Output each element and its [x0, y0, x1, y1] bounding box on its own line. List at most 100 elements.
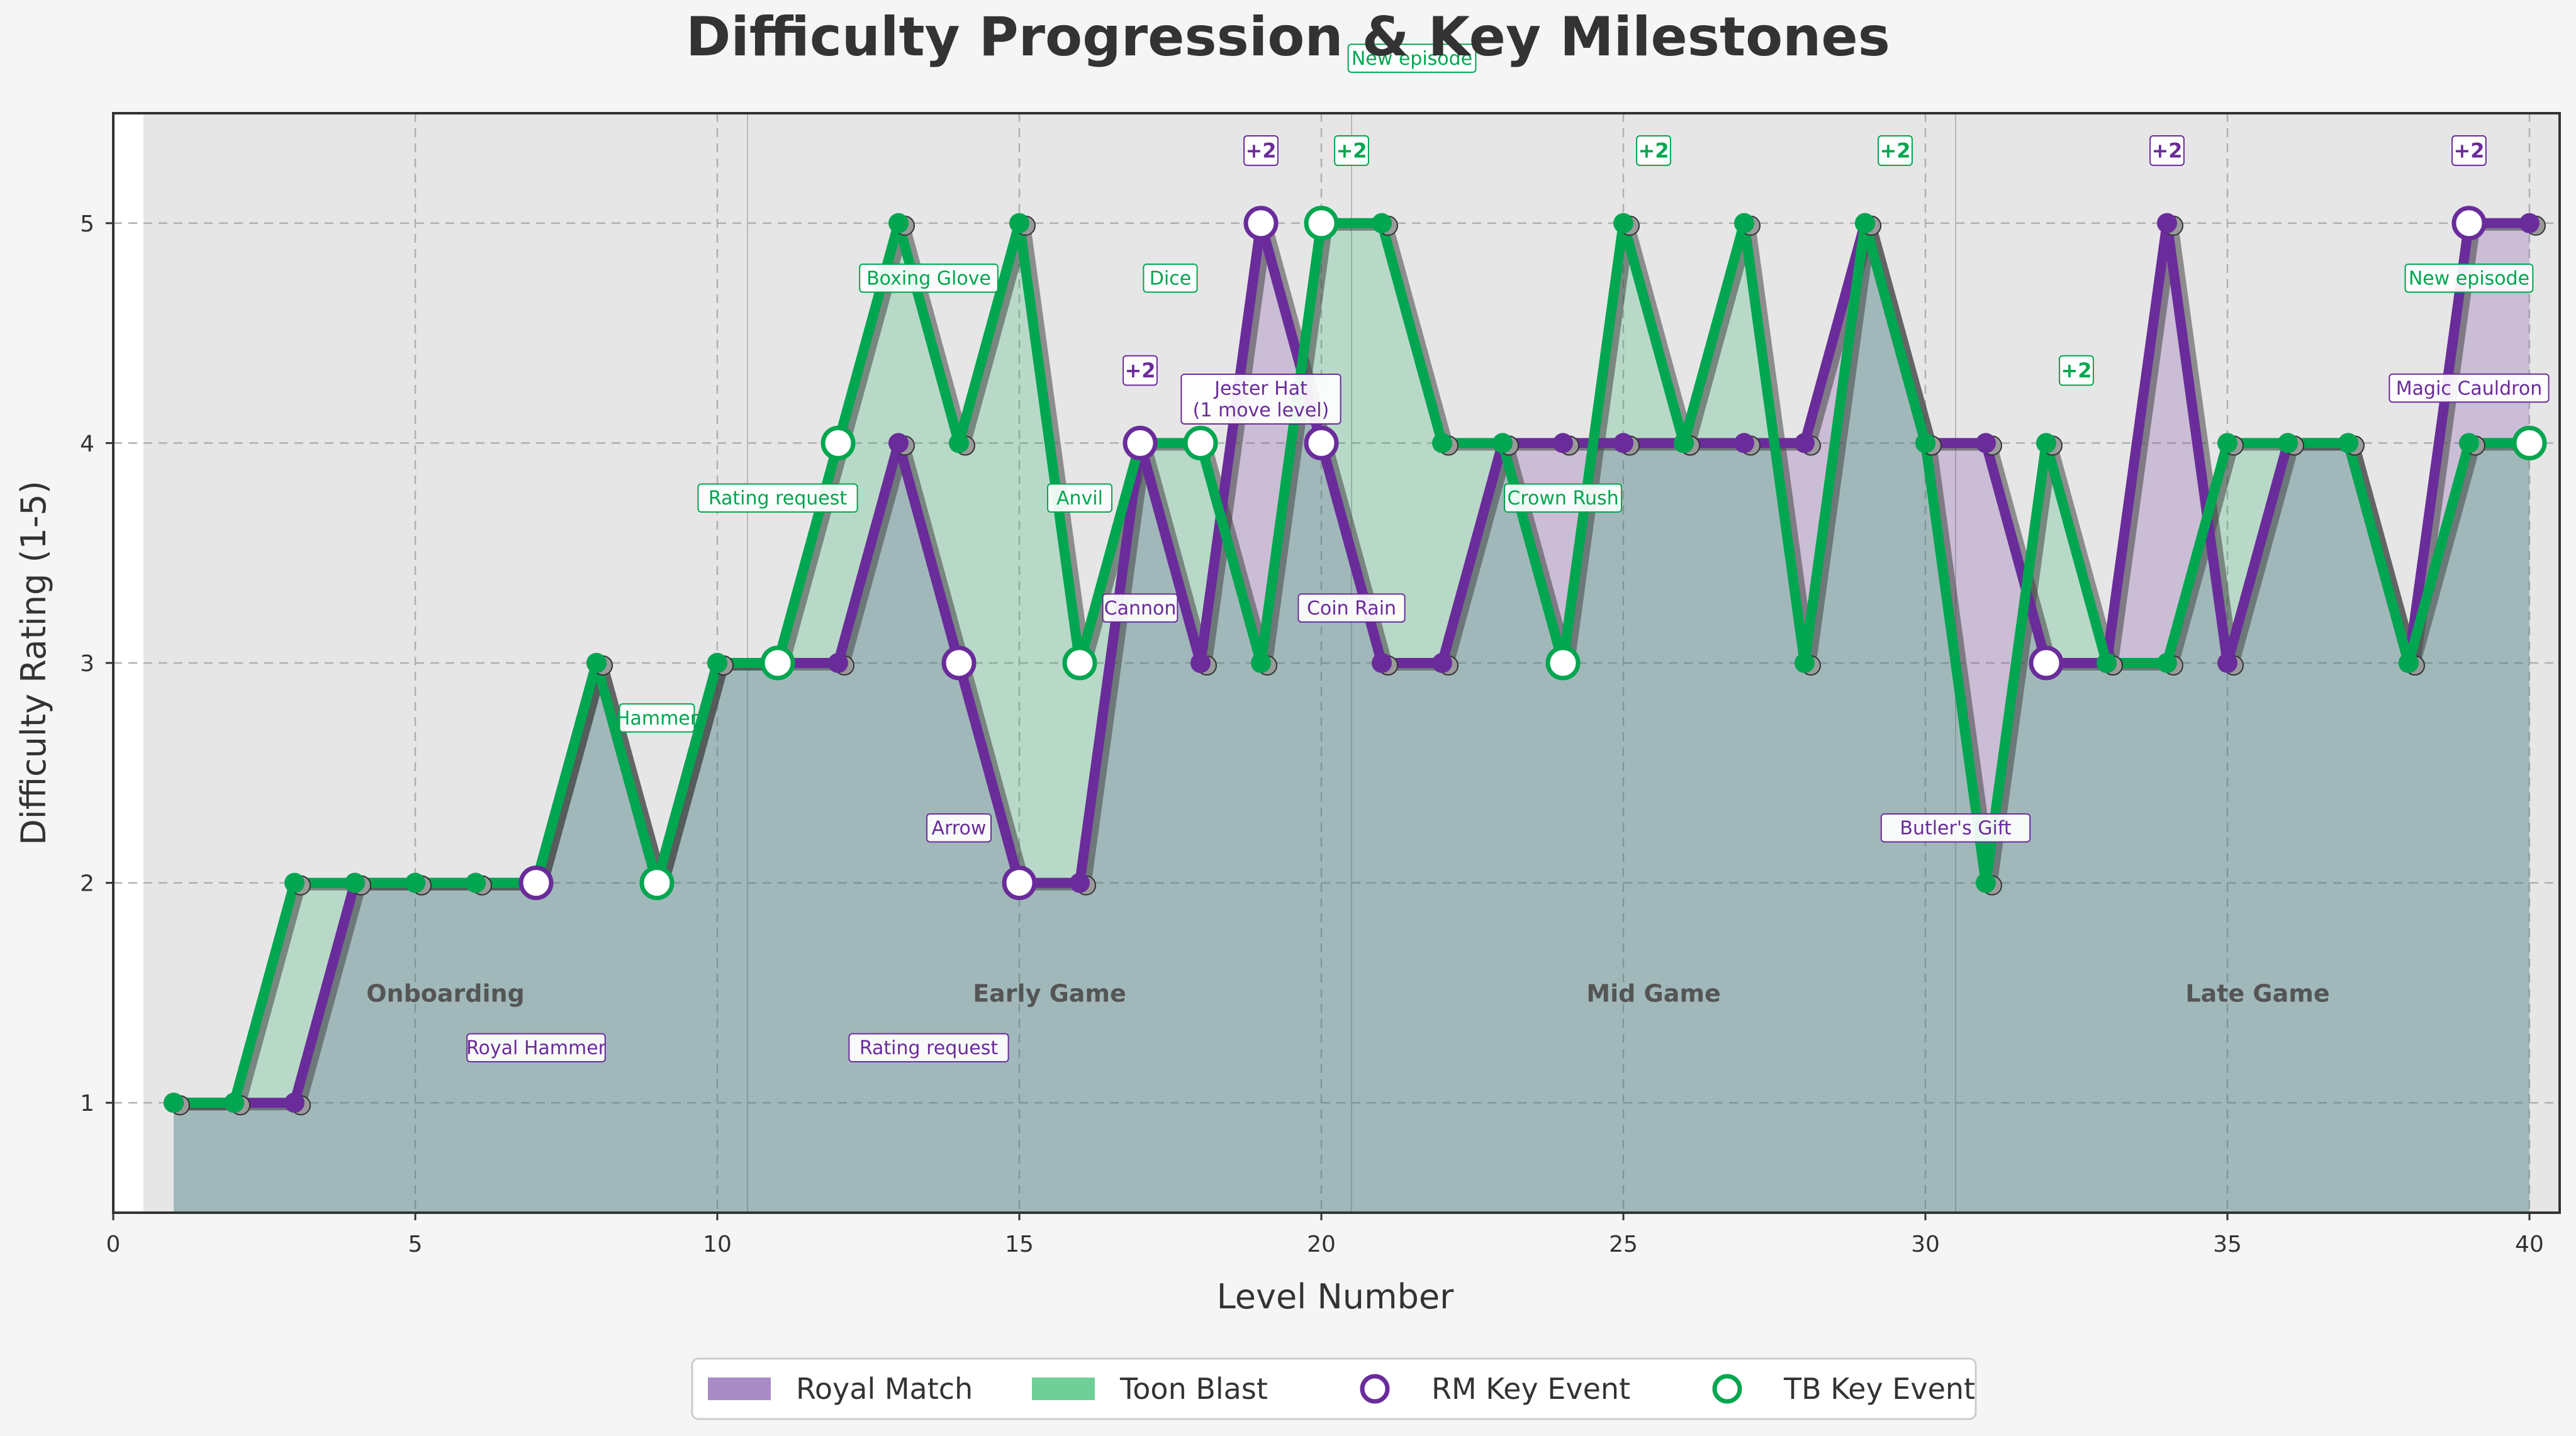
tb-event-label: Hammer — [616, 703, 698, 733]
tb-event-label-text: Anvil — [1056, 487, 1103, 509]
rm-plus-badge-box — [2451, 135, 2487, 166]
toon-blast-point — [284, 872, 305, 893]
royal-match-point — [888, 433, 909, 454]
rm-event-label-text: Coin Rain — [1307, 598, 1396, 620]
tb-key-event-marker — [820, 425, 856, 460]
rm-event-label-box — [1297, 593, 1406, 623]
royal-match-point — [1613, 433, 1633, 454]
tb-plus-badge: +2 — [1878, 135, 1913, 166]
legend-swatch — [708, 1378, 771, 1400]
x-tick-label: 25 — [1609, 1232, 1638, 1257]
y-tick-label: 2 — [80, 871, 94, 897]
rm-event-label-box — [848, 1033, 1009, 1063]
tb-key-event-marker — [1062, 645, 1097, 681]
rm-event-label-box — [466, 1033, 606, 1063]
toon-blast-point — [949, 433, 969, 454]
tb-key-event-marker — [639, 865, 675, 901]
tb-event-label-text: New episode — [2409, 268, 2529, 290]
x-tick-label: 5 — [408, 1232, 423, 1257]
rm-plus-badge: +2 — [2149, 135, 2185, 166]
royal-match-point — [2157, 213, 2177, 233]
toon-blast-point — [2217, 433, 2237, 454]
legend-swatch — [1032, 1378, 1095, 1400]
rm-plus-badge-text: +2 — [2453, 138, 2484, 162]
tb-event-label-box — [1047, 483, 1112, 513]
legend-marker — [1360, 1374, 1390, 1404]
toon-blast-point — [586, 653, 607, 673]
rm-event-label-box — [2388, 373, 2550, 403]
legend-marker — [1712, 1374, 1742, 1404]
tb-event-label: Boxing Glove — [859, 263, 999, 293]
tb-event-label-text: Hammer — [616, 708, 698, 730]
tb-event-label: Crown Rush — [1504, 483, 1622, 513]
series-areas — [174, 223, 2529, 1213]
tb-plus-badge-text: +2 — [1879, 138, 1910, 162]
rm-key-event-marker — [2029, 645, 2064, 681]
rm-event-label-text: Cannon — [1104, 598, 1177, 620]
toon-blast-point — [1009, 213, 1029, 233]
tb-event-label: Anvil — [1047, 483, 1112, 513]
series-lines — [174, 218, 2536, 1111]
toon-blast-point — [1251, 653, 1271, 673]
x-tick-label: 0 — [106, 1232, 121, 1257]
toon-blast-point — [888, 213, 909, 233]
phase-label: Early Game — [973, 979, 1126, 1007]
x-tick-label: 40 — [2515, 1232, 2544, 1257]
toon-blast-point — [224, 1093, 244, 1113]
tb-event-label-box — [2404, 263, 2534, 293]
tb-event-label: New episode — [2404, 263, 2534, 293]
tb-key-event-marker — [1183, 425, 1218, 460]
rm-key-event-marker — [1304, 425, 1339, 460]
toon-blast-point — [2399, 653, 2419, 673]
y-tick-label: 1 — [80, 1091, 94, 1116]
legend-item: TB Key Event — [1712, 1372, 1975, 1406]
tb-plus-badge: +2 — [2059, 355, 2094, 386]
toon-blast-point — [1432, 433, 1452, 454]
rm-event-label-text: Jester Hat — [1213, 378, 1308, 400]
annotations: Royal Hammer Arrow Rating request Cannon Jes… — [466, 43, 2550, 1063]
tb-key-event-marker — [1545, 645, 1581, 681]
phase-label: Mid Game — [1586, 979, 1720, 1007]
tb-key-event-marker — [2512, 425, 2547, 460]
rm-event-label: Butler's Gift — [1880, 813, 2031, 843]
legend-label: TB Key Event — [1783, 1372, 1975, 1406]
toon-blast-area — [174, 223, 2529, 1213]
rm-event-label-text: Royal Hammer — [466, 1037, 607, 1059]
phase-labels: Onboarding Early Game Mid Game Late Game — [366, 979, 2329, 1007]
phase-label: Late Game — [2185, 979, 2329, 1007]
rm-event-label: Cannon — [1102, 593, 1179, 623]
tb-plus-badge: +2 — [1636, 135, 1671, 166]
rm-key-event-marker — [1123, 425, 1158, 460]
toon-blast-point — [707, 653, 727, 673]
legend: Royal Match Toon Blast RM Key Event TB Key … — [691, 1357, 1977, 1420]
legend-item: Toon Blast — [1032, 1372, 1268, 1406]
rm-plus-badge-text: +2 — [2151, 138, 2182, 162]
toon-blast-point — [1734, 213, 1754, 233]
tb-event-label-text: Crown Rush — [1507, 487, 1618, 509]
legend-label: Toon Blast — [1119, 1372, 1268, 1406]
toon-blast-point — [1976, 872, 1996, 893]
key-event-markers — [518, 206, 2547, 901]
royal-match-point — [1070, 872, 1090, 893]
rm-key-event-marker — [2451, 206, 2487, 241]
axis-ticks: 0 5 10 15 20 25 30 35 40 1 2 3 4 5 — [80, 211, 2544, 1257]
legend-item: RM Key Event — [1360, 1372, 1630, 1406]
tb-event-label-box — [1504, 483, 1622, 513]
tb-event-label: Rating request — [697, 483, 858, 513]
phase-label: Onboarding — [366, 979, 525, 1007]
legend-item: Royal Match — [708, 1372, 973, 1406]
tb-plus-badge-box — [1334, 135, 1369, 166]
rm-key-event-marker — [1002, 865, 1037, 901]
rm-plus-badge-box — [2149, 135, 2185, 166]
toon-blast-point — [1915, 433, 1935, 454]
legend-box — [691, 1357, 1977, 1420]
x-tick-label: 20 — [1307, 1232, 1336, 1257]
rm-event-label-text: Magic Cauldron — [2396, 377, 2542, 399]
toon-blast-point — [2097, 653, 2117, 673]
rm-event-label-text: (1 move level) — [1193, 399, 1330, 421]
x-axis-label: Level Number — [1217, 1277, 1454, 1316]
tb-event-label-box — [1347, 43, 1477, 73]
tb-event-label-box — [619, 703, 695, 733]
tb-plus-badge-text: +2 — [1336, 138, 1367, 162]
